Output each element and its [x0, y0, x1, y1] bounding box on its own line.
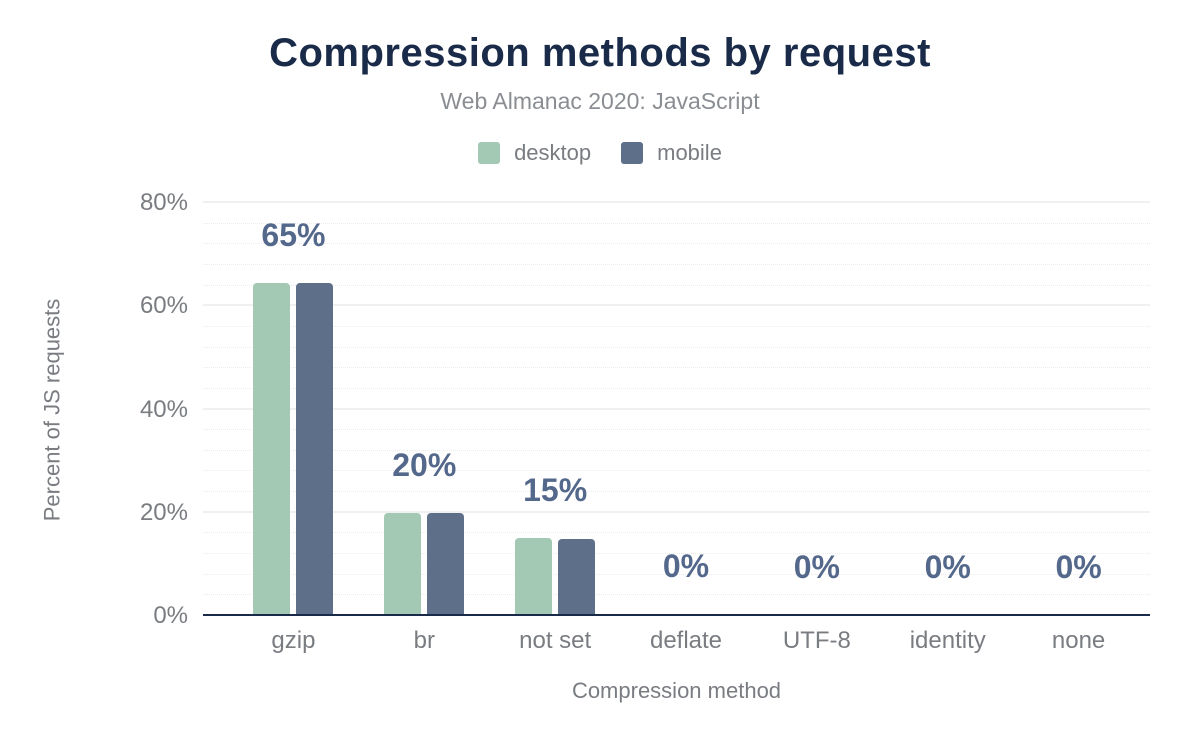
gridline-major	[203, 510, 1150, 513]
y-tick-label: 40%	[139, 395, 188, 423]
gridline-minor	[203, 573, 1150, 575]
bar-desktop-not-set[interactable]	[515, 538, 553, 616]
bar-mobile-br[interactable]	[427, 513, 465, 616]
gridline-minor	[203, 532, 1150, 534]
legend-swatch-desktop	[478, 142, 501, 164]
y-tick-label: 0%	[153, 602, 188, 629]
x-category-label: not set	[519, 627, 592, 654]
bar-data-label: 0%	[1055, 548, 1102, 585]
x-category-labels: gzip br not set deflate UTF-8 identity none	[228, 627, 1144, 655]
x-category-label: deflate	[649, 627, 723, 654]
bar-data-label: 0%	[924, 548, 971, 585]
gridline-major	[203, 201, 1150, 203]
gridline-minor	[203, 284, 1150, 286]
bar-desktop-br[interactable]	[384, 513, 422, 616]
gridline-minor	[203, 470, 1150, 472]
x-category-label: gzip	[271, 627, 316, 654]
bar-desktop-gzip[interactable]	[253, 283, 291, 616]
x-category-label: identity	[909, 627, 986, 654]
legend: desktop mobile	[0, 140, 1200, 166]
gridline-minor	[203, 491, 1150, 493]
gridline-minor	[203, 325, 1150, 327]
gridline-minor	[203, 367, 1150, 369]
y-tick-label: 60%	[139, 292, 188, 320]
x-category-label: br	[413, 627, 435, 654]
gridline-minor	[203, 449, 1150, 451]
x-category-label: none	[1051, 627, 1106, 654]
gridline-major	[203, 407, 1150, 410]
gridline-minor	[203, 346, 1150, 348]
gridline-minor	[203, 387, 1150, 389]
x-axis-line	[203, 614, 1150, 616]
gridline-minor	[203, 222, 1150, 224]
bar-data-label: 0%	[662, 548, 710, 585]
chart-subtitle: Web Almanac 2020: JavaScript	[440, 88, 760, 114]
gridline-minor	[203, 429, 1150, 431]
legend-swatch-mobile	[621, 142, 644, 164]
y-axis-title: Percent of JS requests	[39, 298, 64, 521]
bar-data-label: 20%	[392, 447, 457, 484]
x-axis-title: Compression method	[571, 678, 782, 703]
gridline-minor	[203, 594, 1150, 596]
legend-item-mobile[interactable]: mobile	[621, 140, 722, 166]
gridline-minor	[203, 243, 1150, 245]
bar-mobile-not-set[interactable]	[558, 538, 596, 616]
y-axis-title-wrap: Percent of JS requests	[34, 203, 70, 616]
gridline-major	[203, 304, 1150, 307]
gridline-minor	[203, 263, 1150, 265]
bar-mobile-gzip[interactable]	[296, 283, 334, 616]
plot-area: 65% 20% 15% 0% 0% 0% 0%	[203, 201, 1150, 616]
y-tick-label: 20%	[139, 498, 188, 526]
legend-label-desktop: desktop	[514, 140, 592, 165]
legend-label-mobile: mobile	[657, 140, 722, 165]
legend-item-desktop[interactable]: desktop	[478, 140, 591, 166]
bar-data-label: 0%	[793, 548, 840, 585]
bar-data-label: 65%	[261, 217, 326, 254]
x-category-label: UTF-8	[782, 627, 851, 654]
y-tick-labels: 0% 20% 40% 60% 80%	[100, 189, 188, 629]
gridline-minor	[203, 553, 1150, 555]
chart-title: Compression methods by request	[269, 31, 931, 75]
y-tick-label: 80%	[139, 189, 188, 216]
bar-data-label: 15%	[523, 472, 588, 509]
